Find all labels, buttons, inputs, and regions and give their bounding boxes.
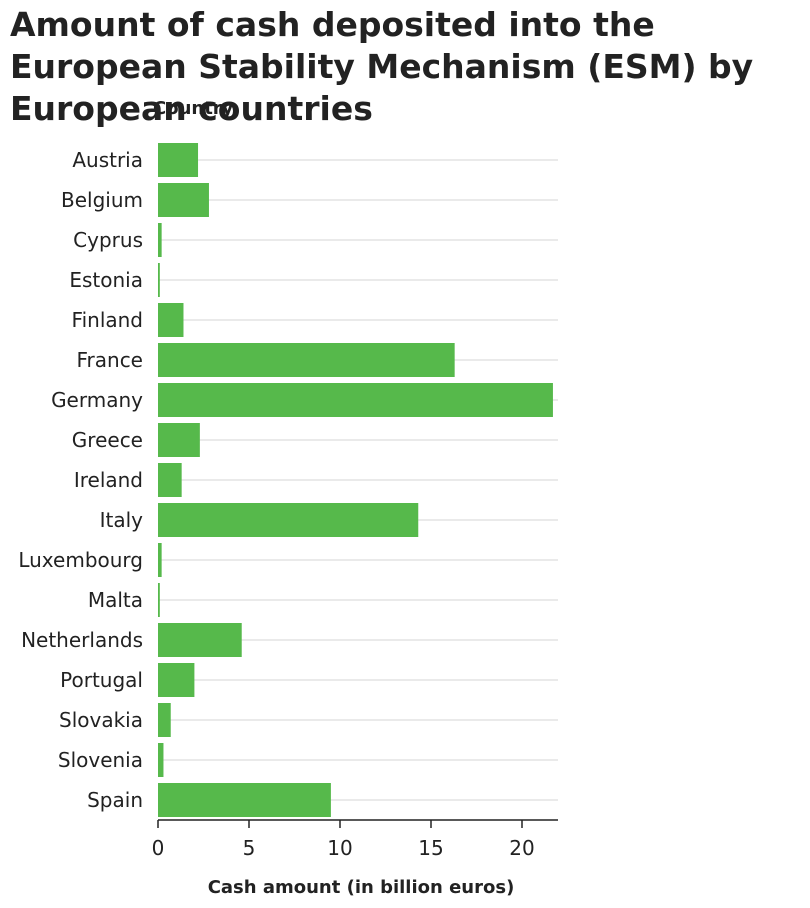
category-label: Portugal bbox=[60, 668, 143, 692]
bar-slovakia[interactable] bbox=[158, 703, 171, 737]
bar-luxembourg[interactable] bbox=[158, 543, 162, 577]
x-tick-label: 5 bbox=[243, 836, 256, 860]
bar-france[interactable] bbox=[158, 343, 455, 377]
category-label: Germany bbox=[51, 388, 143, 412]
category-labels: Austria Belgium Cyprus Estonia Finland France… bbox=[18, 148, 143, 812]
bar-austria[interactable] bbox=[158, 143, 199, 177]
bar-netherlands[interactable] bbox=[158, 623, 242, 657]
category-label: France bbox=[76, 348, 143, 372]
category-label: Slovakia bbox=[59, 708, 143, 732]
category-label: Slovenia bbox=[58, 748, 143, 772]
category-label: Ireland bbox=[74, 468, 143, 492]
bar-spain[interactable] bbox=[158, 783, 331, 817]
category-label: Austria bbox=[72, 148, 143, 172]
bar-cyprus[interactable] bbox=[158, 223, 162, 257]
x-axis-ticks: 0 5 10 15 20 bbox=[152, 820, 535, 860]
bars bbox=[158, 143, 553, 817]
category-label: Luxembourg bbox=[18, 548, 143, 572]
chart-title: Amount of cash deposited into the Europe… bbox=[10, 5, 754, 128]
x-axis-title: Cash amount (in billion euros) bbox=[208, 877, 515, 898]
x-tick-label: 15 bbox=[418, 836, 443, 860]
gridlines bbox=[158, 159, 558, 801]
x-tick-label: 10 bbox=[327, 836, 352, 860]
bar-malta[interactable] bbox=[158, 583, 160, 617]
bar-greece[interactable] bbox=[158, 423, 200, 457]
y-axis-title: Country bbox=[153, 98, 234, 119]
category-label: Finland bbox=[72, 308, 143, 332]
x-tick-label: 0 bbox=[152, 836, 165, 860]
category-label: Greece bbox=[72, 428, 143, 452]
bar-estonia[interactable] bbox=[158, 263, 160, 297]
category-label: Italy bbox=[100, 508, 144, 532]
category-label: Netherlands bbox=[21, 628, 143, 652]
category-label: Spain bbox=[87, 788, 143, 812]
bar-belgium[interactable] bbox=[158, 183, 209, 217]
category-label: Belgium bbox=[61, 188, 143, 212]
bar-ireland[interactable] bbox=[158, 463, 182, 497]
bar-slovenia[interactable] bbox=[158, 743, 164, 777]
x-tick-label: 20 bbox=[509, 836, 534, 860]
bar-portugal[interactable] bbox=[158, 663, 195, 697]
category-label: Malta bbox=[88, 588, 143, 612]
bar-finland[interactable] bbox=[158, 303, 184, 337]
bar-germany[interactable] bbox=[158, 383, 553, 417]
category-label: Estonia bbox=[69, 268, 143, 292]
category-label: Cyprus bbox=[73, 228, 143, 252]
bar-italy[interactable] bbox=[158, 503, 419, 537]
